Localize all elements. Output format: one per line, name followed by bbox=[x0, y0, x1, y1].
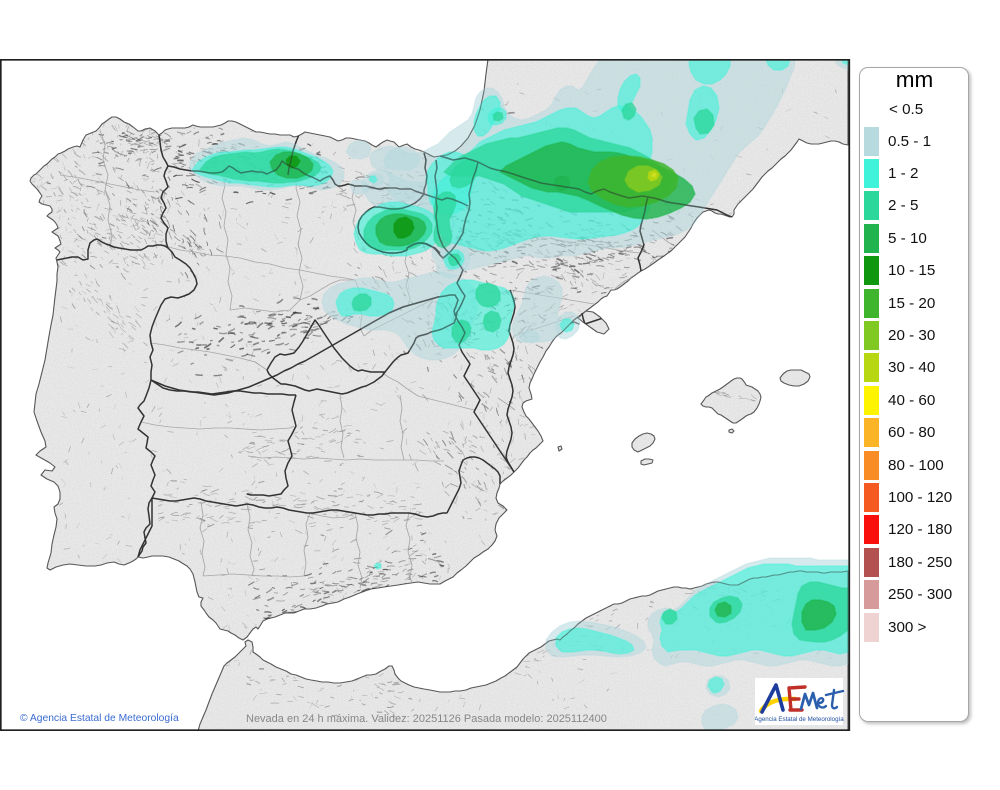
svg-text:Agencia Estatal de Meteorologí: Agencia Estatal de Meteorología bbox=[755, 716, 844, 723]
